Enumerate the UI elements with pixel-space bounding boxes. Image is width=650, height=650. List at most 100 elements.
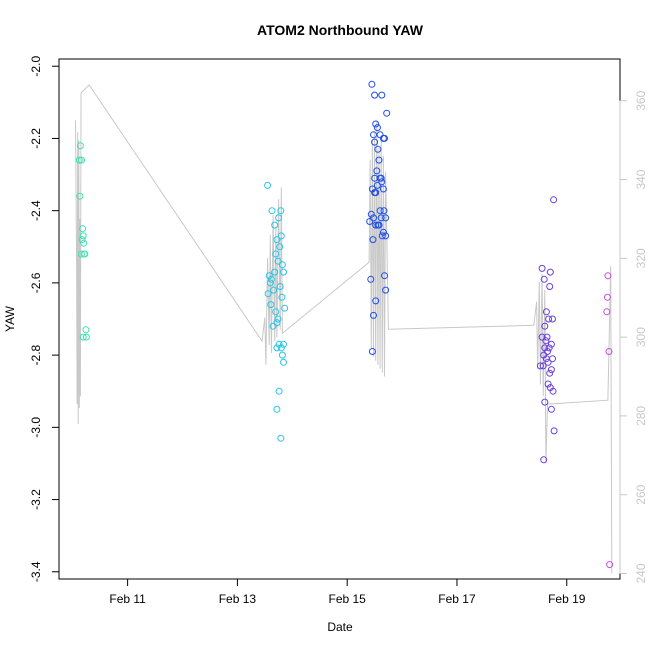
y-tick-label: -2.8: [29, 344, 43, 365]
data-point: [382, 214, 390, 222]
series-line: [75, 84, 613, 574]
data-point: [549, 387, 557, 395]
data-point: [378, 232, 386, 240]
data-point: [368, 348, 376, 355]
data-point: [277, 434, 285, 442]
data-point: [550, 427, 558, 435]
data-point: [373, 181, 381, 189]
x-tick-label: Feb 11: [109, 592, 146, 606]
data-point: [274, 315, 282, 323]
data-point: [539, 362, 547, 370]
data-point: [606, 561, 614, 569]
data-point: [371, 138, 379, 146]
data-point: [371, 174, 379, 182]
data-point: [382, 232, 390, 240]
data-point: [78, 250, 85, 258]
data-point: [374, 145, 382, 153]
data-point: [536, 362, 544, 370]
data-point: [268, 207, 276, 215]
data-point: [372, 120, 380, 128]
data-point: [540, 275, 548, 283]
y-tick-label: -3.0: [29, 417, 43, 438]
x-tick-label: Feb 13: [219, 592, 257, 606]
data-point: [375, 156, 383, 164]
data-point: [547, 405, 555, 413]
data-point: [272, 250, 280, 258]
data-point: [78, 236, 86, 244]
data-point: [371, 91, 379, 99]
data-point: [381, 272, 388, 280]
data-point: [381, 134, 388, 142]
data-point: [273, 344, 281, 352]
data-point: [547, 366, 555, 374]
data-point: [544, 380, 552, 388]
data-point: [366, 218, 374, 225]
chart-title: ATOM2 Northbound YAW: [257, 22, 424, 38]
y2-tick-label: 240: [634, 563, 648, 583]
x-tick-label: Feb 19: [548, 592, 586, 606]
data-point: [603, 293, 611, 301]
data-point: [538, 333, 546, 341]
data-point: [544, 348, 551, 355]
data-point: [271, 221, 279, 229]
data-point: [374, 221, 382, 229]
points-layer: [75, 80, 614, 569]
data-point: [377, 214, 385, 222]
data-point: [543, 333, 551, 341]
data-point: [549, 315, 556, 323]
data-point: [547, 340, 555, 348]
data-point: [75, 156, 83, 164]
data-point: [80, 239, 88, 247]
data-point: [82, 333, 90, 341]
data-point: [271, 268, 279, 276]
data-point: [546, 268, 554, 276]
data-point: [267, 275, 275, 283]
y2-tick-label: 340: [634, 169, 648, 189]
data-point: [368, 80, 376, 88]
y2-tick-label: 280: [634, 406, 648, 426]
data-point: [76, 192, 84, 200]
data-point: [378, 178, 386, 186]
data-point: [377, 174, 385, 182]
data-point: [538, 264, 546, 272]
data-point: [275, 387, 283, 395]
data-point: [542, 308, 550, 316]
y2-axis: 240 260 280 300 320 340 360: [619, 90, 648, 584]
data-point: [81, 250, 89, 258]
data-point: [367, 210, 375, 218]
data-point: [79, 225, 87, 233]
data-point: [373, 124, 381, 132]
data-point: [270, 286, 278, 294]
plot-area-frame: [58, 58, 621, 580]
y-tick-label: -2.0: [29, 56, 43, 77]
data-point: [273, 236, 281, 244]
data-point: [545, 344, 553, 352]
data-point: [281, 304, 289, 312]
y-tick-label: -2.6: [29, 272, 43, 293]
line-layer: [75, 84, 613, 574]
data-point: [82, 326, 90, 334]
data-point: [275, 340, 283, 348]
data-point: [79, 232, 87, 240]
data-point: [371, 189, 379, 197]
data-point: [546, 369, 554, 377]
data-point: [380, 207, 388, 215]
data-point: [546, 283, 554, 290]
data-point: [379, 228, 387, 236]
data-point: [549, 355, 556, 363]
data-point: [78, 156, 85, 164]
data-point: [278, 293, 286, 301]
data-point: [544, 358, 552, 366]
data-point: [541, 322, 549, 330]
y2-tick-label: 320: [634, 248, 648, 268]
x-tick-label: Feb 17: [438, 592, 476, 606]
x-tick-label: Feb 15: [329, 592, 367, 606]
data-point: [370, 131, 377, 139]
y-axis-label: YAW: [3, 305, 17, 332]
data-point: [373, 167, 381, 175]
x-axis-label: Date: [327, 620, 353, 634]
data-point: [79, 333, 87, 341]
data-point: [275, 214, 283, 222]
data-point: [370, 214, 377, 222]
